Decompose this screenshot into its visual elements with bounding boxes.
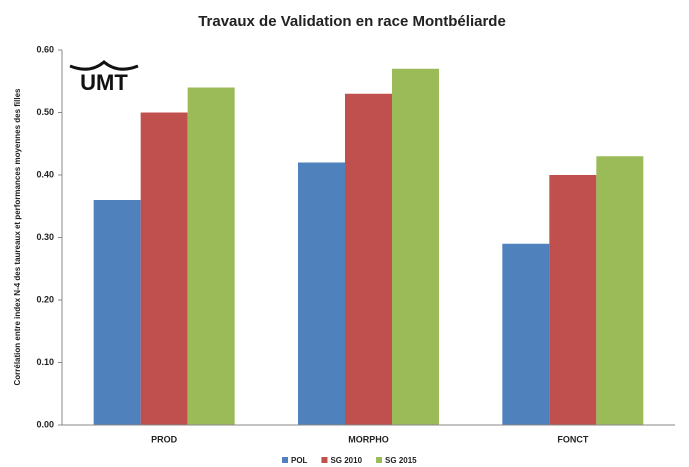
bar	[140, 112, 188, 425]
legend-swatch	[376, 457, 383, 463]
x-tick-label: MORPHO	[348, 434, 389, 444]
bar	[93, 200, 141, 425]
legend-swatch	[321, 457, 328, 463]
x-tick-label: PROD	[151, 434, 178, 444]
y-tick-label: 0.50	[36, 107, 54, 117]
bar	[596, 156, 644, 425]
chart-title: Travaux de Validation en race Montbéliar…	[198, 13, 506, 30]
legend-label: POL	[291, 456, 308, 465]
bar	[298, 162, 345, 425]
logo: UMT	[80, 70, 128, 95]
y-axis-label: Corrélation entre index N-4 des taureaux…	[13, 88, 22, 386]
y-tick-label: 0.60	[36, 44, 54, 54]
y-tick-label: 0.20	[36, 294, 54, 304]
bar	[392, 68, 439, 425]
x-tick-label: FONCT	[557, 434, 588, 444]
y-tick-label: 0.10	[36, 357, 54, 367]
bar	[187, 87, 235, 425]
y-tick-label: 0.30	[36, 232, 54, 242]
y-tick-label: 0.40	[36, 169, 54, 179]
logo-mark	[69, 60, 139, 71]
y-tick-label: 0.00	[36, 419, 54, 429]
legend-label: SG 2010	[330, 456, 362, 465]
bar	[549, 175, 597, 425]
bar	[345, 93, 392, 425]
legend-label: SG 2015	[385, 456, 417, 465]
legend-swatch	[282, 457, 288, 463]
bar	[502, 243, 550, 425]
